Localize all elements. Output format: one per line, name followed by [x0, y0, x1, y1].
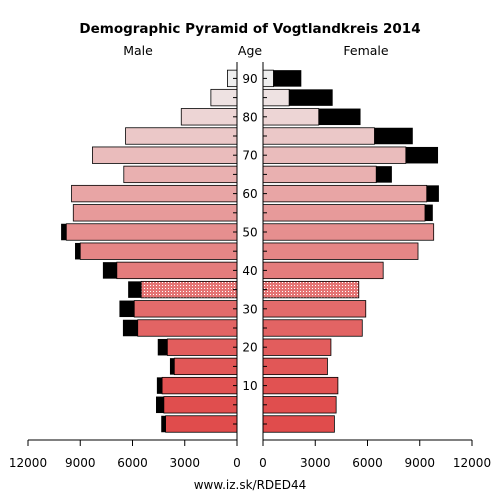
male-surplus-15-19: [169, 358, 175, 375]
male-bar-30-34: [133, 300, 238, 318]
female-bar-0-4: [262, 415, 335, 433]
female-surplus-75-79: [374, 127, 413, 145]
female-bar-15-19: [262, 357, 328, 376]
male-bar-10-14: [161, 376, 238, 395]
male-bar-55-59: [72, 204, 238, 222]
female-bar-80-84: [262, 108, 320, 126]
male-bar-50-54: [65, 223, 238, 241]
age-tick-label: 40: [242, 264, 257, 278]
age-tick-label: 80: [242, 110, 257, 124]
x-tick-label: 3000: [300, 456, 331, 470]
female-surplus-70-74: [405, 146, 439, 164]
female-bar-20-24: [262, 338, 332, 356]
female-bar-60-64: [262, 184, 428, 203]
female-surplus-85-89: [289, 89, 333, 106]
x-tick-label: 12000: [9, 456, 47, 470]
female-surplus-60-64: [426, 185, 439, 202]
age-tick-label: 20: [242, 341, 257, 355]
x-tick-label: 0: [233, 456, 241, 470]
male-bar-80-84: [180, 108, 238, 126]
male-bar-40-44: [116, 261, 238, 280]
male-surplus-0-4: [161, 415, 166, 433]
age-tick-label: 50: [242, 226, 257, 240]
female-bar-70-74: [262, 146, 407, 164]
male-surplus-50-54: [61, 223, 67, 241]
age-axis-ticks: 10 20 30 40 50 60 70 80 90: [233, 72, 267, 425]
male-surplus-5-9: [156, 396, 164, 414]
male-bar-65-69: [123, 165, 238, 184]
x-tick-label: 3000: [169, 456, 200, 470]
source-label: www.iz.sk/RDED44: [194, 478, 307, 492]
female-header: Female: [343, 43, 389, 58]
male-bar-15-19: [173, 357, 238, 376]
male-surplus-10-14: [156, 377, 163, 394]
female-bar-75-79: [262, 127, 375, 145]
male-surplus-45-49: [75, 242, 81, 260]
male-bar-25-29: [137, 319, 238, 337]
male-surplus-40-44: [102, 262, 117, 279]
male-bar-70-74: [92, 146, 238, 164]
male-bar-75-79: [125, 127, 238, 145]
chart-title: Demographic Pyramid of Vogtlandkreis 201…: [79, 21, 420, 37]
age-header: Age: [238, 43, 262, 58]
female-bar-5-9: [262, 396, 337, 414]
female-bars: [262, 69, 439, 433]
x-tick-label: 9000: [65, 456, 96, 470]
male-bars: [61, 69, 238, 433]
x-axis-ticks: 12000 9000 6000 3000 0 0 3000 6000 9000 12000: [9, 440, 491, 470]
x-tick-label: 0: [259, 456, 267, 470]
female-bar-65-69: [262, 165, 377, 184]
female-surplus-80-84: [318, 108, 361, 126]
female-surplus-65-69: [376, 166, 392, 183]
male-bar-5-9: [163, 396, 238, 414]
female-bar-30-34: [262, 300, 367, 318]
female-bar-10-14: [262, 376, 339, 395]
female-bar-55-59: [262, 204, 426, 222]
female-bar-50-54: [262, 223, 435, 241]
female-bar-35-39: [262, 280, 360, 299]
male-bar-45-49: [79, 242, 238, 260]
female-bar-40-44: [262, 261, 384, 280]
male-surplus-35-39: [128, 281, 142, 298]
male-surplus-20-24: [157, 338, 168, 356]
age-tick-label: 60: [242, 187, 257, 201]
x-tick-label: 6000: [117, 456, 148, 470]
age-tick-label: 90: [242, 72, 257, 86]
male-bar-20-24: [166, 338, 238, 356]
male-bar-0-4: [165, 415, 238, 433]
male-bar-60-64: [71, 184, 238, 203]
x-tick-label: 9000: [404, 456, 435, 470]
female-surplus-55-59: [424, 204, 433, 222]
male-surplus-30-34: [119, 300, 135, 318]
x-tick-label: 6000: [352, 456, 383, 470]
female-bar-25-29: [262, 319, 363, 337]
female-surplus-90+: [273, 70, 302, 87]
age-tick-label: 70: [242, 149, 257, 163]
age-tick-label: 30: [242, 302, 257, 316]
female-bar-45-49: [262, 242, 419, 260]
male-bar-35-39: [140, 280, 238, 299]
x-tick-label: 12000: [453, 456, 491, 470]
age-tick-label: 10: [242, 379, 257, 393]
male-surplus-25-29: [122, 319, 138, 337]
male-header: Male: [123, 43, 153, 58]
